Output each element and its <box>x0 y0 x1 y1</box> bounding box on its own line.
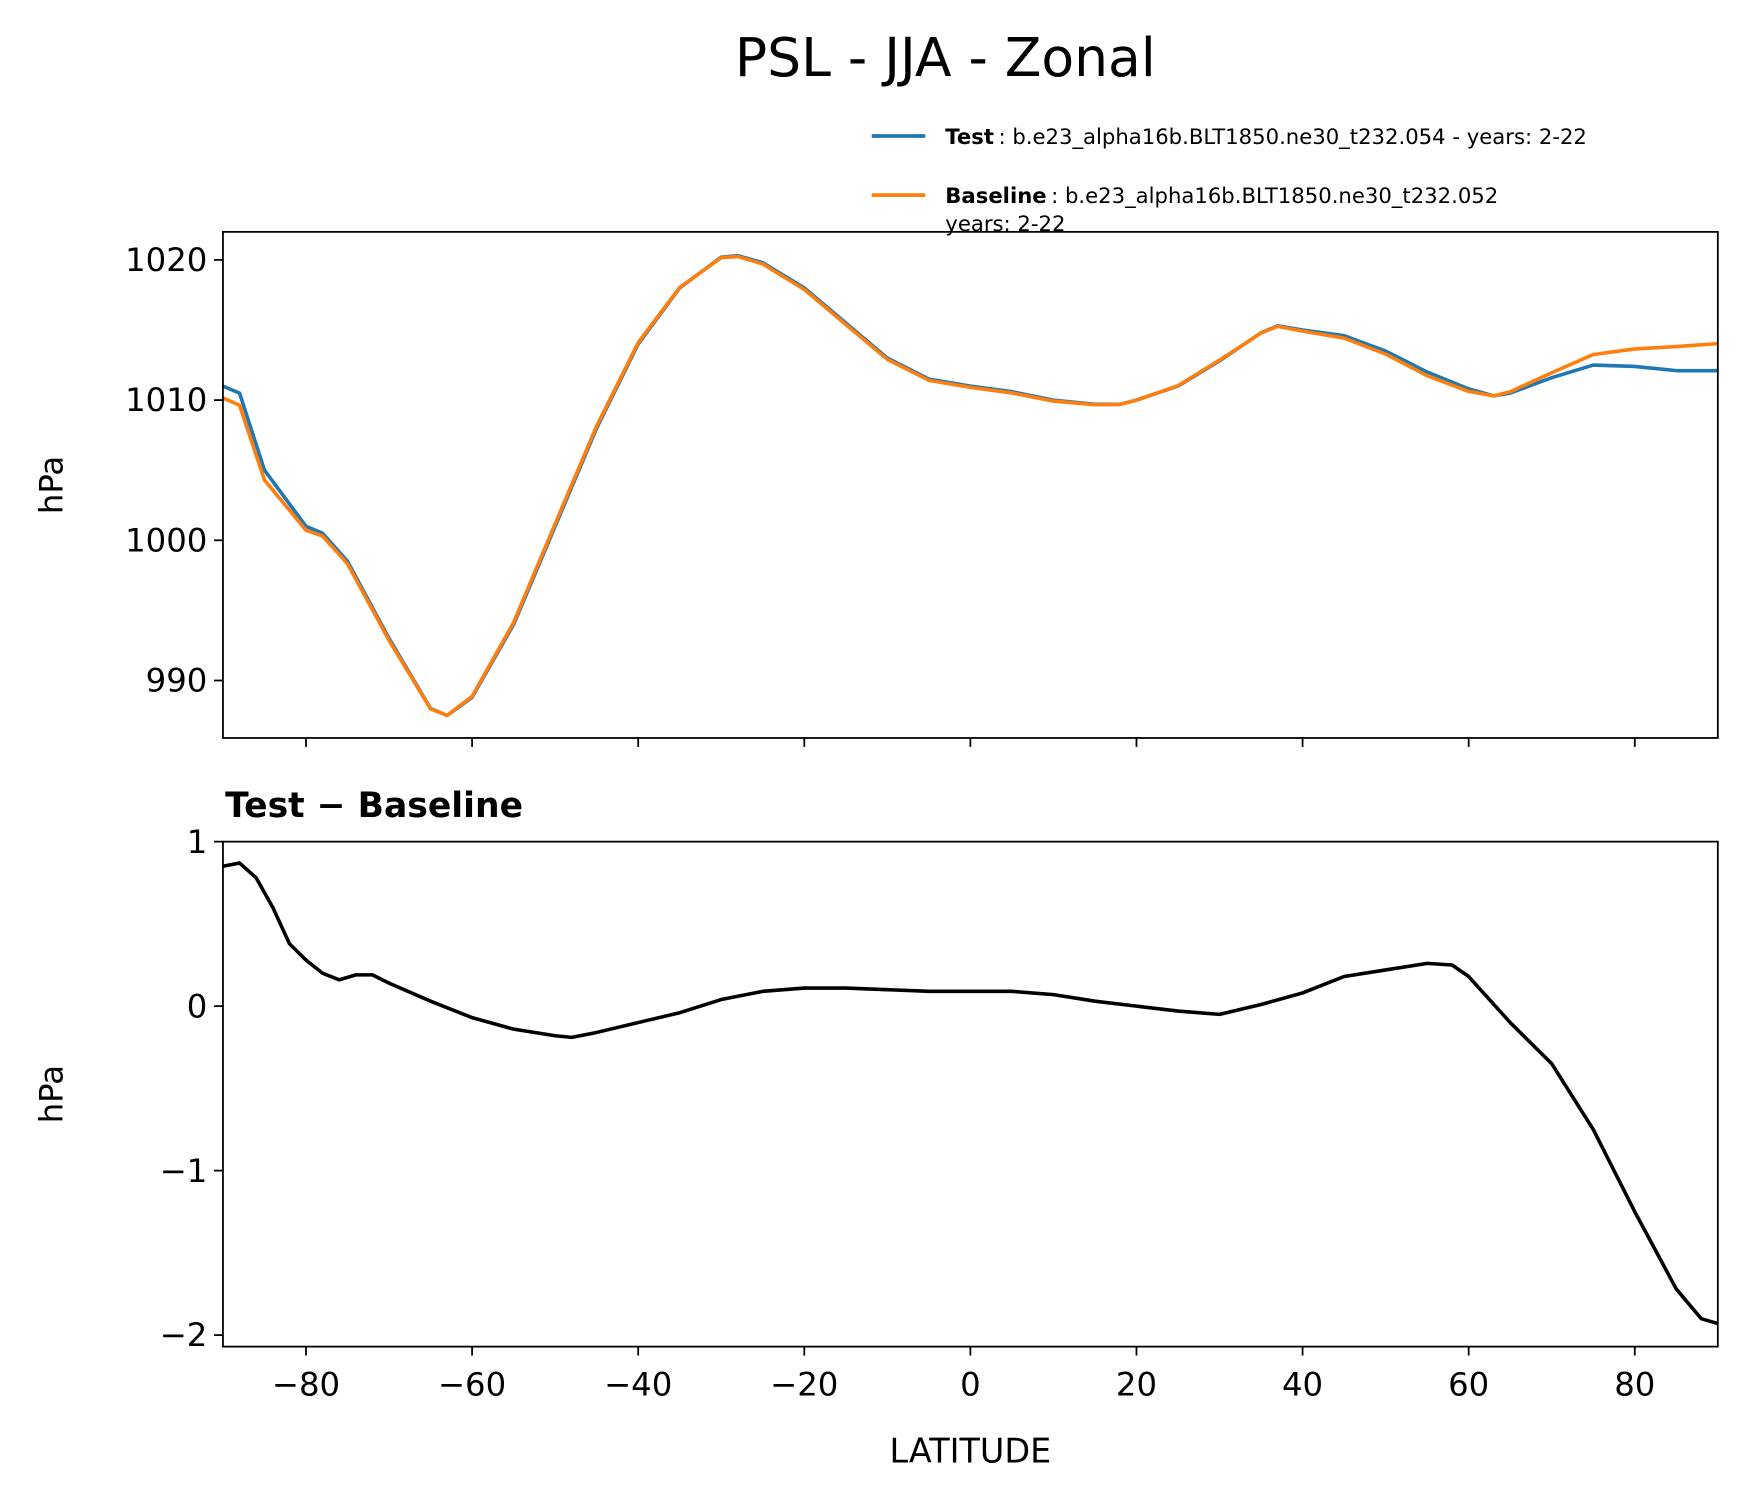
y-tick-label: 1000 <box>125 521 207 559</box>
y-axis-label: hPa <box>32 1065 70 1123</box>
legend-name: Baseline <box>945 183 1046 208</box>
y-tick-label: 0 <box>187 987 208 1025</box>
data-line <box>222 253 1718 718</box>
x-axis-label: LATITUDE <box>890 1432 1052 1471</box>
plot-area <box>222 861 1718 1326</box>
data-line <box>222 254 1718 718</box>
y-tick-label: 1020 <box>125 241 207 279</box>
x-tick-label: 60 <box>1448 1366 1489 1404</box>
y-tick-label: 1010 <box>125 381 207 419</box>
y-tick-label: 990 <box>146 662 208 700</box>
subplot-title: Test − Baseline <box>225 786 523 826</box>
x-tick-label: −80 <box>272 1366 340 1404</box>
legend-text: years: 2-22 <box>945 211 1065 236</box>
x-tick-label: −20 <box>770 1366 838 1404</box>
y-tick-label: −1 <box>160 1152 208 1190</box>
x-tick-label: 20 <box>1116 1366 1157 1404</box>
x-tick-label: 80 <box>1614 1366 1655 1404</box>
legend-entry: Test: b.e23_alpha16b.BLT1850.ne30_t232.0… <box>945 124 1587 150</box>
y-tick-label: 1 <box>187 823 208 861</box>
x-tick-label: −60 <box>438 1366 506 1404</box>
y-axis-label: hPa <box>32 456 70 514</box>
legend-name: Test <box>945 124 994 149</box>
x-tick-label: 40 <box>1282 1366 1323 1404</box>
plot-area <box>222 253 1718 718</box>
x-tick-label: 0 <box>960 1366 981 1404</box>
legend-text: : b.e23_alpha16b.BLT1850.ne30_t232.052 <box>1051 183 1498 209</box>
legend-text: : b.e23_alpha16b.BLT1850.ne30_t232.054 -… <box>998 124 1586 150</box>
y-tick-label: −2 <box>160 1316 208 1354</box>
axes-frame <box>222 840 1719 1348</box>
chart-title: PSL - JJA - Zonal <box>735 26 1156 89</box>
legend-entry: Baseline: b.e23_alpha16b.BLT1850.ne30_t2… <box>945 183 1498 236</box>
data-line <box>222 861 1718 1326</box>
x-tick-label: −40 <box>604 1366 672 1404</box>
axes-frame <box>222 230 1719 739</box>
